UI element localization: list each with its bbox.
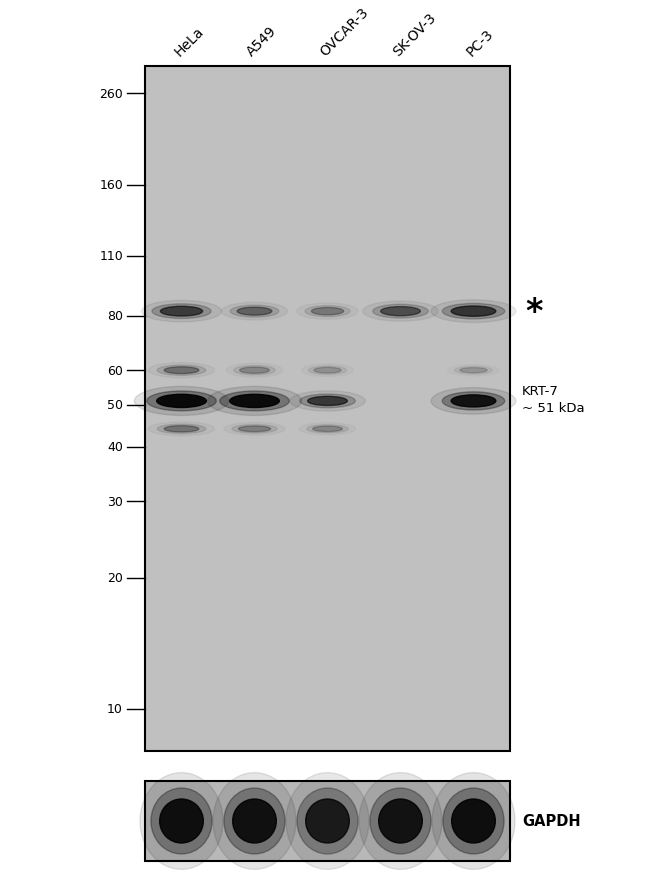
Ellipse shape xyxy=(431,388,516,415)
Ellipse shape xyxy=(213,773,296,869)
Ellipse shape xyxy=(379,799,422,843)
Ellipse shape xyxy=(372,305,428,319)
Ellipse shape xyxy=(157,366,206,376)
Ellipse shape xyxy=(452,799,495,843)
Ellipse shape xyxy=(442,392,505,410)
Text: 20: 20 xyxy=(107,571,123,585)
Ellipse shape xyxy=(157,395,206,408)
Ellipse shape xyxy=(311,308,344,315)
Ellipse shape xyxy=(135,387,229,416)
Text: 160: 160 xyxy=(99,179,123,192)
Text: 40: 40 xyxy=(107,441,123,454)
Ellipse shape xyxy=(160,799,203,843)
Text: OVCAR-3: OVCAR-3 xyxy=(318,5,371,59)
Ellipse shape xyxy=(230,306,279,318)
Ellipse shape xyxy=(237,307,272,315)
Ellipse shape xyxy=(207,387,302,416)
Ellipse shape xyxy=(359,773,442,869)
Ellipse shape xyxy=(229,395,280,408)
Text: A549: A549 xyxy=(244,24,280,59)
Ellipse shape xyxy=(233,366,276,376)
Ellipse shape xyxy=(443,789,504,854)
Ellipse shape xyxy=(232,425,277,433)
Ellipse shape xyxy=(224,789,285,854)
Ellipse shape xyxy=(432,773,515,869)
Ellipse shape xyxy=(454,367,493,375)
Ellipse shape xyxy=(308,367,346,375)
Ellipse shape xyxy=(300,394,356,408)
Text: 50: 50 xyxy=(107,399,123,412)
Ellipse shape xyxy=(147,392,216,411)
Text: 80: 80 xyxy=(107,310,123,323)
Ellipse shape xyxy=(363,302,438,322)
Text: KRT-7
~ 51 kDa: KRT-7 ~ 51 kDa xyxy=(522,385,584,415)
Ellipse shape xyxy=(305,307,350,317)
Text: SK-OV-3: SK-OV-3 xyxy=(391,11,439,59)
Ellipse shape xyxy=(240,368,269,374)
Ellipse shape xyxy=(233,799,276,843)
Text: 10: 10 xyxy=(107,703,123,716)
Ellipse shape xyxy=(451,395,496,408)
Ellipse shape xyxy=(290,392,365,412)
Text: 260: 260 xyxy=(99,88,123,100)
Ellipse shape xyxy=(142,301,222,323)
Ellipse shape xyxy=(307,425,348,433)
Bar xyxy=(145,67,510,751)
Ellipse shape xyxy=(314,368,341,374)
Ellipse shape xyxy=(161,307,203,316)
Ellipse shape xyxy=(157,424,206,434)
Ellipse shape xyxy=(431,300,516,323)
Ellipse shape xyxy=(164,426,199,432)
Ellipse shape xyxy=(451,307,496,317)
Ellipse shape xyxy=(370,789,431,854)
Ellipse shape xyxy=(239,426,270,432)
Text: *: * xyxy=(525,295,543,329)
Ellipse shape xyxy=(442,304,505,320)
Text: 110: 110 xyxy=(99,250,123,263)
Ellipse shape xyxy=(297,789,358,854)
Ellipse shape xyxy=(381,307,421,316)
Text: PC-3: PC-3 xyxy=(463,27,496,59)
Ellipse shape xyxy=(460,369,487,373)
Ellipse shape xyxy=(313,426,343,432)
Ellipse shape xyxy=(164,368,199,374)
Ellipse shape xyxy=(220,392,289,411)
Text: 60: 60 xyxy=(107,364,123,377)
Text: HeLa: HeLa xyxy=(172,24,207,59)
Ellipse shape xyxy=(152,305,211,319)
Ellipse shape xyxy=(307,397,347,406)
Ellipse shape xyxy=(140,773,223,869)
Ellipse shape xyxy=(306,799,349,843)
Bar xyxy=(145,781,510,861)
Text: 30: 30 xyxy=(107,495,123,508)
Ellipse shape xyxy=(286,773,369,869)
Ellipse shape xyxy=(151,789,212,854)
Text: GAPDH: GAPDH xyxy=(522,813,580,828)
